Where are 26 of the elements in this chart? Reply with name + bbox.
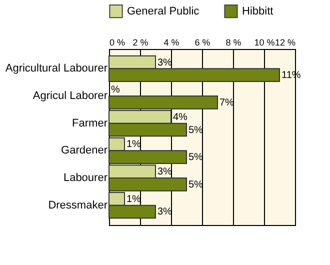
data-label: 1% xyxy=(126,194,142,205)
x-tick-label: 12 % xyxy=(274,38,296,48)
data-label: 3% xyxy=(158,166,172,178)
data-label: % xyxy=(111,84,120,96)
x-tick-label: 6 % xyxy=(194,38,210,48)
x-tick-label: 0 % xyxy=(110,38,126,48)
x-tick-label: 2 % xyxy=(132,38,148,48)
x-tick-label: 4 % xyxy=(164,38,180,48)
y-tick-label: Labourer xyxy=(63,172,108,184)
data-label: 4% xyxy=(173,112,188,123)
data-label: 5% xyxy=(188,152,204,164)
y-tick-label: Agricultural Labourer xyxy=(5,62,108,75)
data-label: 5% xyxy=(188,179,204,190)
data-label: 3% xyxy=(158,57,172,68)
x-tick-label: 10 % xyxy=(254,38,275,48)
y-tick-label: Dressmaker xyxy=(48,199,108,212)
data-label: 7% xyxy=(220,97,234,108)
data-label: 1% xyxy=(126,139,142,150)
y-tick-label: Farmer xyxy=(72,117,108,130)
legend-label: General Public xyxy=(127,5,200,18)
y-tick-label: Agricul Laborer xyxy=(32,90,108,102)
y-tick-label: Gardener xyxy=(61,144,108,157)
x-tick-label: 8 % xyxy=(226,38,242,48)
data-label: 5% xyxy=(188,124,204,136)
legend-label: Hibbitt xyxy=(242,5,274,18)
data-label: 3% xyxy=(158,206,172,218)
